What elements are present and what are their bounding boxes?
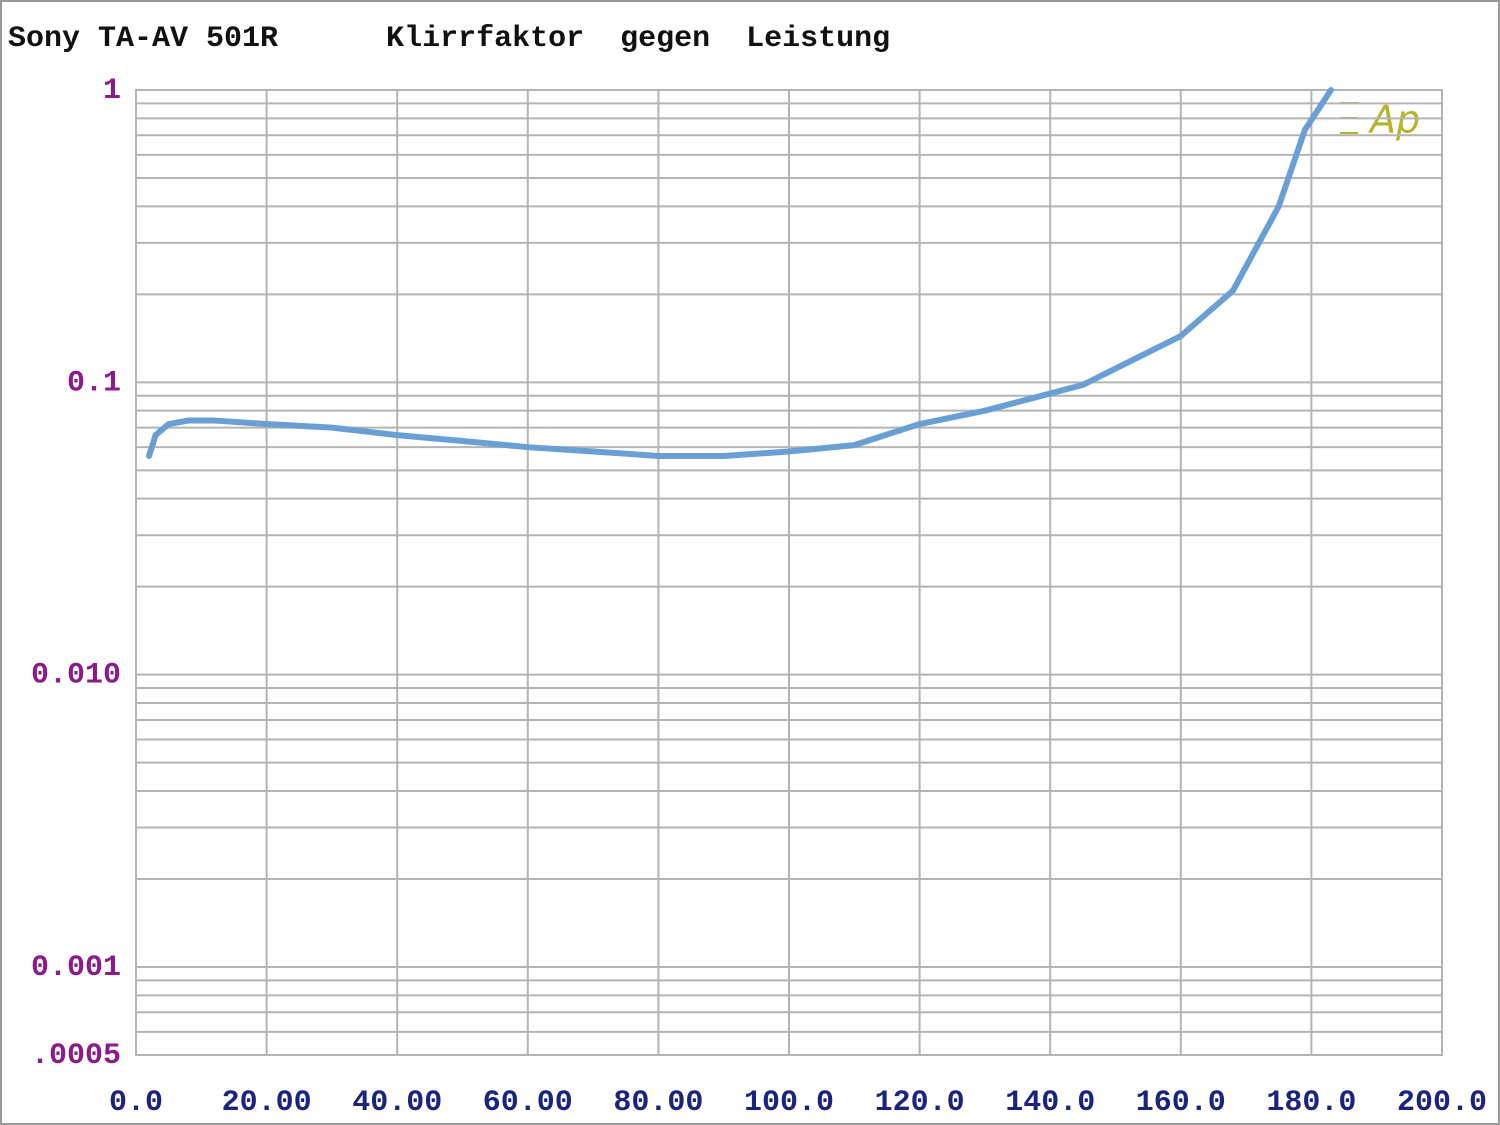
logo: Ap [1367,98,1420,142]
data-line [146,87,1334,459]
x-tick-label: 200.0 [1397,1086,1487,1120]
x-tick-label: 20.00 [222,1086,312,1120]
plot-border [135,89,1443,1056]
x-tick-label: 40.00 [352,1086,442,1120]
x-tick-label: 60.00 [483,1086,573,1120]
x-tick-label: 100.0 [744,1086,834,1120]
x-tick-label: 140.0 [1005,1086,1095,1120]
x-tick-label: 180.0 [1266,1086,1356,1120]
y-tick-label: 1 [103,74,121,108]
y-tick-label: 0.1 [67,366,121,400]
y-tick-label: 0.010 [31,659,121,693]
y-tick-label: .0005 [31,1039,121,1073]
y-tick-label: 0.001 [31,951,121,985]
x-tick-label: 160.0 [1136,1086,1226,1120]
x-tick-label: 120.0 [875,1086,965,1120]
chart-title: Sony TA-AV 501R Klirrfaktor gegen Leistu… [8,22,890,56]
x-tick-label: 0.0 [109,1086,163,1120]
x-tick-label: 80.00 [613,1086,703,1120]
